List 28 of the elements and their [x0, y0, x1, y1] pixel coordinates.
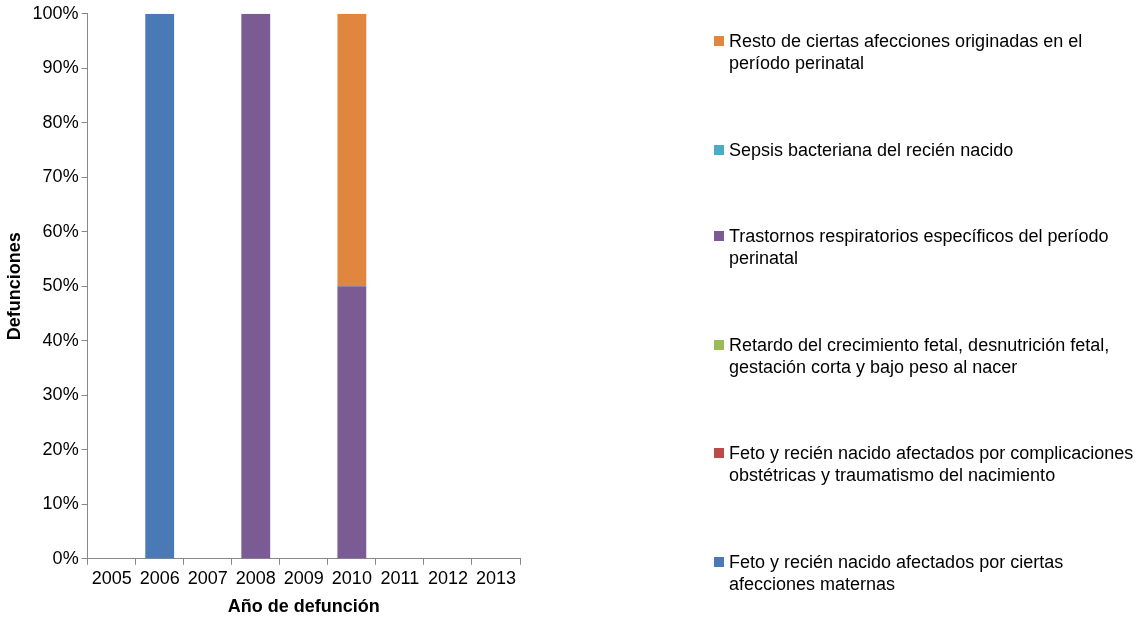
- legend-label: Sepsis bacteriana del recién nacido: [729, 138, 1014, 161]
- x-tick-label: 2008: [235, 567, 276, 588]
- y-axis-title: Defunciones: [3, 232, 24, 341]
- legend-label: Retardo del crecimiento fetal, desnutrición fetal, gestación corta y bajo peso al nacer: [729, 333, 1111, 378]
- legend-label: Feto y recién nacido afectados por ciertas afecciones maternas: [729, 550, 1065, 595]
- x-axis-title: Año de defunción: [227, 596, 380, 617]
- y-tick-label: 50%: [42, 275, 79, 296]
- x-tick-label: 2013: [475, 567, 516, 588]
- x-tick-label: 2012: [427, 567, 468, 588]
- x-tick-label: 2007: [187, 567, 228, 588]
- y-tick-label: 0%: [52, 547, 79, 568]
- y-tick-label: 60%: [42, 220, 79, 241]
- y-tick-label: 90%: [42, 57, 79, 78]
- legend-label: Resto de ciertas afecciones originadas en el período perinatal: [729, 30, 1084, 74]
- legend-label: Feto y recién nacido afectados por complicaciones obstétricas y traumatismo del nacimiento: [729, 442, 1135, 487]
- x-tick-label: 2011: [380, 567, 420, 588]
- x-tick-label: 2010: [331, 567, 372, 588]
- y-tick-label: 100%: [32, 2, 79, 23]
- y-tick-label: 10%: [42, 493, 79, 514]
- y-tick-label: 20%: [42, 438, 79, 459]
- x-tick-label: 2005: [91, 567, 132, 588]
- legend-label: Trastornos respiratorios específicos del período perinatal: [729, 225, 1110, 270]
- y-tick-label: 80%: [42, 111, 79, 132]
- x-tick-label: 2009: [283, 567, 324, 588]
- y-tick-label: 70%: [42, 166, 79, 187]
- y-tick-label: 40%: [42, 329, 79, 350]
- y-tick-label: 30%: [42, 384, 79, 405]
- x-tick-label: 2006: [139, 567, 180, 588]
